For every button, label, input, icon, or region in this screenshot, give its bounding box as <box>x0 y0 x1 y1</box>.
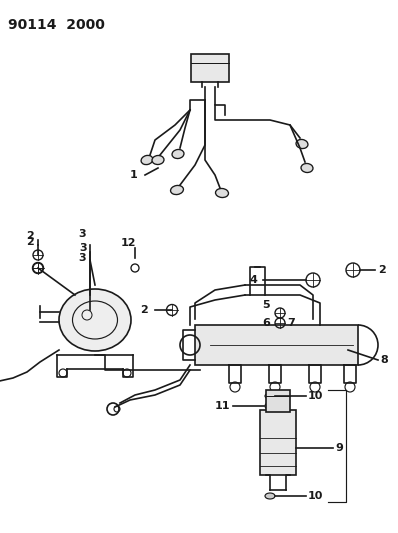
Text: 3: 3 <box>78 229 86 239</box>
Ellipse shape <box>59 289 131 351</box>
Text: 10: 10 <box>308 491 323 501</box>
Bar <box>195 325 358 365</box>
Ellipse shape <box>141 156 153 165</box>
Text: 90114  2000: 90114 2000 <box>8 18 105 32</box>
Text: 2: 2 <box>378 265 386 275</box>
Bar <box>191 54 229 82</box>
Text: 6: 6 <box>262 318 270 328</box>
Ellipse shape <box>152 156 164 165</box>
Ellipse shape <box>296 140 308 149</box>
Text: 1: 1 <box>129 170 137 180</box>
Ellipse shape <box>265 493 275 499</box>
Ellipse shape <box>265 401 281 410</box>
Ellipse shape <box>215 189 228 198</box>
Text: 7: 7 <box>287 318 295 328</box>
Text: 8: 8 <box>380 355 388 365</box>
Text: 11: 11 <box>215 401 230 411</box>
Text: 9: 9 <box>335 443 343 453</box>
Ellipse shape <box>171 185 183 195</box>
Ellipse shape <box>265 393 275 399</box>
Text: 3: 3 <box>78 253 86 263</box>
Ellipse shape <box>301 164 313 173</box>
Text: 2: 2 <box>140 305 148 315</box>
Text: 4: 4 <box>249 275 257 285</box>
Text: 10: 10 <box>308 391 323 401</box>
Text: 3: 3 <box>79 243 87 253</box>
Bar <box>260 410 296 475</box>
Bar <box>266 390 290 412</box>
Text: 12: 12 <box>120 238 136 248</box>
Text: 2: 2 <box>26 231 34 241</box>
Text: 2: 2 <box>26 237 34 247</box>
Text: 5: 5 <box>262 300 270 310</box>
Ellipse shape <box>172 149 184 158</box>
